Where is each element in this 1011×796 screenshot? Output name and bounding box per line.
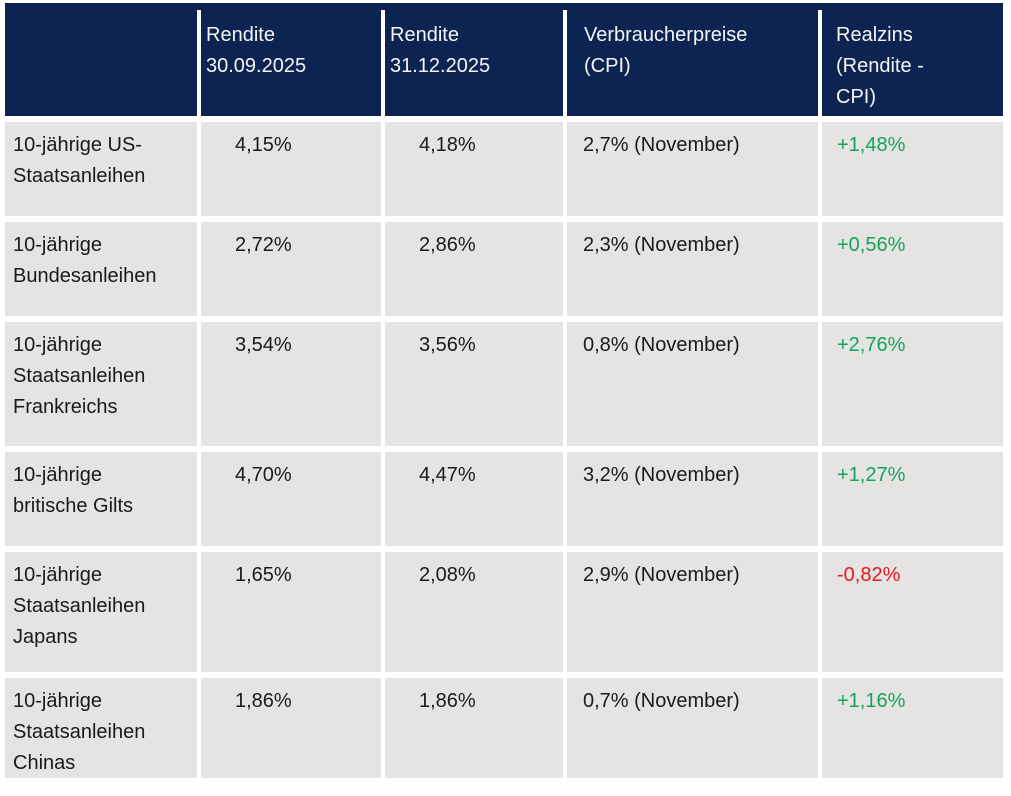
- header-cell-empty: [5, 10, 197, 116]
- realzins-cell: +1,27%: [822, 452, 1003, 546]
- rendite-1-cell: 1,65%: [201, 552, 381, 672]
- rendite-1-cell: 1,86%: [201, 678, 381, 778]
- rendite-2-cell: 4,18%: [385, 122, 563, 216]
- row-label-gilts: 10-jährige britische Gilts: [5, 452, 197, 546]
- cpi-cell: 0,8% (November): [567, 322, 818, 446]
- rendite-1-cell: 4,15%: [201, 122, 381, 216]
- header-cell-realzins: Realzins (Rendite - CPI): [822, 10, 1003, 116]
- header-cell-rendite-31-12: Rendite 31.12.2025: [385, 10, 563, 116]
- row-label-us: 10-jährige US- Staatsanleihen: [5, 122, 197, 216]
- header-cell-cpi: Verbraucherpreise (CPI): [567, 10, 818, 116]
- row-label-frankreich: 10-jährige Staatsanleihen Frankreichs: [5, 322, 197, 446]
- realzins-cell: +1,16%: [822, 678, 1003, 778]
- cpi-cell: 3,2% (November): [567, 452, 818, 546]
- realzins-cell: +0,56%: [822, 222, 1003, 316]
- header-cell-rendite-30-09: Rendite 30.09.2025: [201, 10, 381, 116]
- rendite-1-cell: 4,70%: [201, 452, 381, 546]
- rendite-2-cell: 2,86%: [385, 222, 563, 316]
- row-label-japan: 10-jährige Staatsanleihen Japans: [5, 552, 197, 672]
- realzins-cell: +2,76%: [822, 322, 1003, 446]
- cpi-cell: 0,7% (November): [567, 678, 818, 778]
- bond-yield-table: Rendite 30.09.2025 Rendite 31.12.2025 Ve…: [5, 3, 1003, 778]
- table-grid: Rendite 30.09.2025 Rendite 31.12.2025 Ve…: [5, 10, 1003, 778]
- cpi-cell: 2,9% (November): [567, 552, 818, 672]
- rendite-1-cell: 2,72%: [201, 222, 381, 316]
- rendite-2-cell: 3,56%: [385, 322, 563, 446]
- rendite-2-cell: 2,08%: [385, 552, 563, 672]
- table-top-bar: [5, 3, 1003, 10]
- cpi-cell: 2,7% (November): [567, 122, 818, 216]
- rendite-2-cell: 1,86%: [385, 678, 563, 778]
- row-label-china: 10-jährige Staatsanleihen Chinas: [5, 678, 197, 778]
- rendite-2-cell: 4,47%: [385, 452, 563, 546]
- cpi-cell: 2,3% (November): [567, 222, 818, 316]
- rendite-1-cell: 3,54%: [201, 322, 381, 446]
- realzins-cell: +1,48%: [822, 122, 1003, 216]
- row-label-bund: 10-jährige Bundesanleihen: [5, 222, 197, 316]
- realzins-cell: -0,82%: [822, 552, 1003, 672]
